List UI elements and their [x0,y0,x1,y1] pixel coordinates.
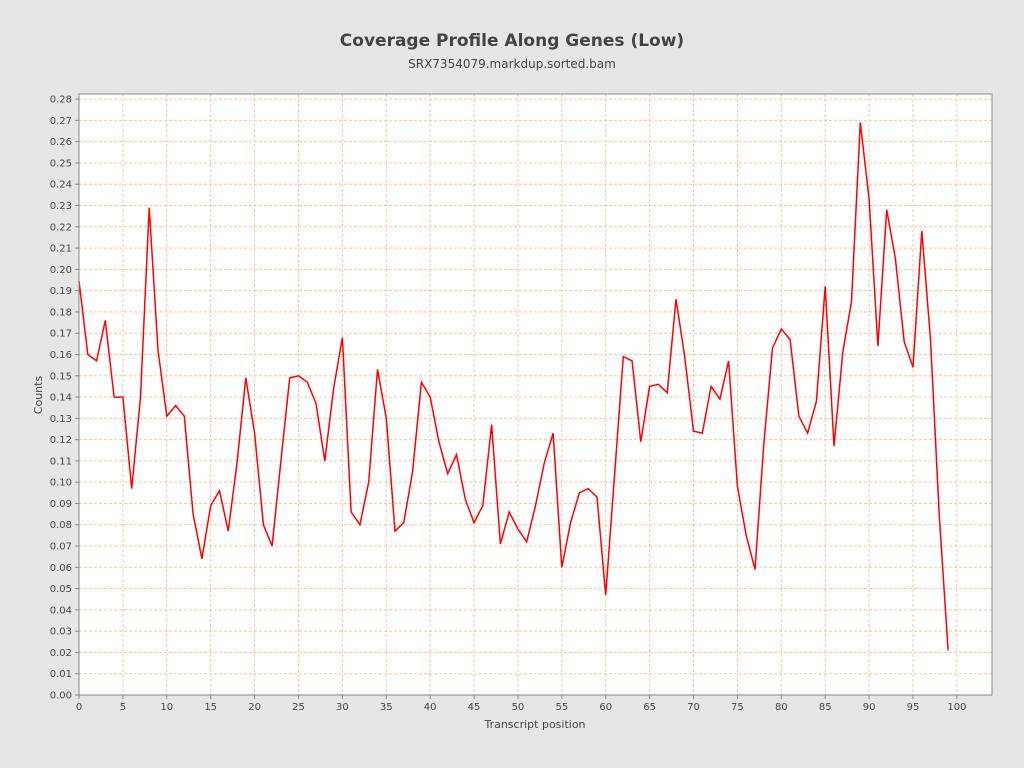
y-tick-label: 0.16 [50,350,72,361]
y-tick-label: 0.20 [50,265,72,276]
x-tick-label: 50 [512,702,525,713]
y-axis: 0.00 0.01 0.02 0.03 0.04 0.05 0.06 0.07 0.08 0.09… [50,95,79,702]
y-tick-label: 0.15 [50,371,72,382]
x-tick-label: 40 [424,702,437,713]
y-tick-label: 0.23 [50,201,72,212]
y-tick-label: 0.08 [50,520,72,531]
x-tick-label: 15 [204,702,217,713]
x-tick-label: 60 [599,702,612,713]
y-tick-label: 0.24 [50,180,72,191]
x-tick-label: 75 [731,702,744,713]
y-tick-label: 0.01 [50,669,72,680]
x-tick-label: 90 [863,702,876,713]
plot-border [78,93,993,696]
grid-lines [79,94,992,695]
y-tick-label: 0.21 [50,244,72,255]
x-tick-label: 80 [775,702,788,713]
y-axis-label: Counts [32,376,45,415]
y-tick-label: 0.04 [50,605,72,616]
x-tick-label: 65 [643,702,656,713]
x-axis-label: Transcript position [483,718,585,731]
x-tick-label: 85 [819,702,832,713]
y-tick-label: 0.14 [50,393,72,404]
y-tick-label: 0.02 [50,648,72,659]
x-tick-label: 10 [160,702,173,713]
y-tick-label: 0.06 [50,563,72,574]
y-tick-label: 0.00 [50,691,72,702]
y-tick-label: 0.17 [50,329,72,340]
chart-title: Coverage Profile Along Genes (Low) [339,31,685,51]
x-tick-label: 95 [907,702,920,713]
x-tick-label: 0 [76,702,82,713]
x-tick-label: 45 [468,702,481,713]
y-tick-label: 0.18 [50,307,72,318]
y-tick-label: 0.13 [50,414,72,425]
x-axis: 0 5 10 15 20 25 30 35 40 45 50 55 60 65 70 75 80 85 90 95 10… [76,695,966,713]
y-tick-label: 0.19 [50,286,72,297]
y-tick-label: 0.26 [50,137,72,148]
series-line-counts [78,122,949,651]
y-tick-label: 0.12 [50,435,72,446]
y-tick-label: 0.28 [50,95,72,106]
x-tick-label: 30 [336,702,349,713]
y-tick-label: 0.27 [50,116,72,127]
y-tick-label: 0.09 [50,499,72,510]
x-tick-label: 55 [555,702,568,713]
y-tick-label: 0.07 [50,542,72,553]
plot-area [79,94,992,695]
x-tick-label: 70 [687,702,700,713]
y-tick-label: 0.22 [50,222,72,233]
x-tick-label: 20 [248,702,261,713]
y-tick-label: 0.25 [50,158,72,169]
y-tick-label: 0.03 [50,627,72,638]
x-tick-label: 100 [947,702,966,713]
y-tick-label: 0.11 [50,456,72,467]
x-tick-label: 5 [120,702,126,713]
x-tick-label: 35 [380,702,393,713]
y-tick-label: 0.05 [50,584,72,595]
x-tick-label: 25 [292,702,305,713]
y-tick-label: 0.10 [50,478,72,489]
chart-subtitle: SRX7354079.markdup.sorted.bam [408,57,616,71]
